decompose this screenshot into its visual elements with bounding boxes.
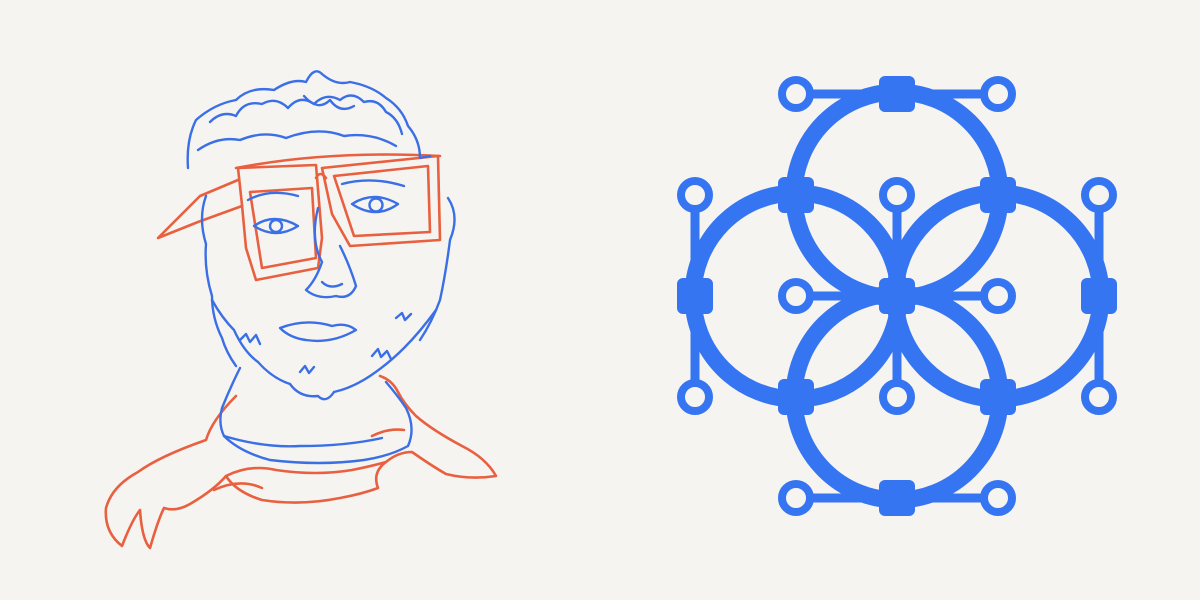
left-eye xyxy=(252,217,300,235)
neck xyxy=(219,366,413,465)
handle-point xyxy=(980,480,1016,516)
beard-right xyxy=(332,308,438,394)
left-iris xyxy=(268,218,284,234)
glasses-right-lens-inner xyxy=(332,164,432,238)
mouth xyxy=(278,321,358,343)
handle-point xyxy=(778,278,814,314)
handle-point xyxy=(980,278,1016,314)
shirt-collar xyxy=(224,460,388,478)
handle-point xyxy=(677,177,713,213)
glasses-right-lens xyxy=(320,154,442,248)
hair-tuft xyxy=(302,94,356,111)
handle-point xyxy=(879,177,915,213)
right-eyebrow xyxy=(340,179,406,188)
face-left-contour xyxy=(200,194,238,368)
portrait-blue-strokes xyxy=(186,70,456,465)
line-portrait-illustration xyxy=(104,70,498,550)
nose xyxy=(304,206,358,299)
anchor-point xyxy=(1081,278,1117,314)
glasses-bridge xyxy=(314,172,328,180)
anchor-point xyxy=(879,278,915,314)
logo-handle-points xyxy=(677,76,1117,516)
anchor-point xyxy=(778,379,814,415)
nostril xyxy=(320,280,344,288)
handle-point xyxy=(879,379,915,415)
anchor-point xyxy=(879,480,915,516)
anchor-point xyxy=(980,379,1016,415)
right-eye xyxy=(350,195,400,214)
beard-chin xyxy=(288,382,336,401)
handle-point xyxy=(1081,177,1117,213)
handle-point xyxy=(1081,379,1117,415)
collar-blue xyxy=(222,434,384,448)
handle-point xyxy=(778,480,814,516)
anchor-point xyxy=(677,278,713,314)
portrait-red-strokes xyxy=(104,153,498,550)
logo-anchor-points xyxy=(677,76,1117,516)
handle-point xyxy=(778,76,814,112)
bezier-curve-circles-icon xyxy=(677,76,1117,516)
hair-curls xyxy=(208,94,404,136)
handle-point xyxy=(980,76,1016,112)
right-iris xyxy=(368,197,384,213)
anchor-point xyxy=(778,177,814,213)
glasses-top-bar xyxy=(234,153,442,170)
face-right-contour xyxy=(418,196,456,342)
glasses-arm xyxy=(156,178,244,240)
glasses-left-lens-inner xyxy=(248,186,318,270)
anchor-point xyxy=(879,76,915,112)
anchor-point xyxy=(980,177,1016,213)
handle-point xyxy=(677,379,713,415)
shirt-outline xyxy=(104,374,498,550)
hair-outline xyxy=(186,70,432,170)
hairline xyxy=(196,130,398,152)
beard-left xyxy=(210,298,292,386)
left-eyebrow xyxy=(246,191,300,202)
shirt-fold-1 xyxy=(212,482,264,492)
shirt-fold-2 xyxy=(370,428,406,438)
beard-texture xyxy=(238,311,413,375)
